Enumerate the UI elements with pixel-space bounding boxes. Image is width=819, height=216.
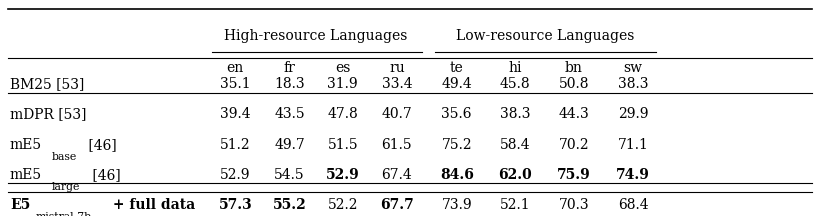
Text: [46]: [46]	[88, 168, 120, 182]
Text: mDPR [53]: mDPR [53]	[10, 108, 86, 121]
Text: hi: hi	[508, 61, 521, 75]
Text: 57.3: 57.3	[218, 198, 252, 212]
Text: 33.4: 33.4	[381, 77, 412, 91]
Text: 74.9: 74.9	[615, 168, 649, 182]
Text: 47.8: 47.8	[327, 108, 358, 121]
Text: 50.8: 50.8	[558, 77, 589, 91]
Text: 55.2: 55.2	[272, 198, 306, 212]
Text: BM25 [53]: BM25 [53]	[10, 77, 84, 91]
Text: 44.3: 44.3	[558, 108, 589, 121]
Text: 29.9: 29.9	[617, 108, 648, 121]
Text: Low-resource Languages: Low-resource Languages	[455, 29, 633, 43]
Text: 49.7: 49.7	[274, 138, 305, 152]
Text: base: base	[52, 152, 76, 162]
Text: 61.5: 61.5	[381, 138, 412, 152]
Text: 38.3: 38.3	[499, 108, 530, 121]
Text: 68.4: 68.4	[617, 198, 648, 212]
Text: 35.6: 35.6	[441, 108, 472, 121]
Text: fr: fr	[283, 61, 295, 75]
Text: 67.7: 67.7	[379, 198, 414, 212]
Text: 70.2: 70.2	[558, 138, 589, 152]
Text: 54.5: 54.5	[274, 168, 305, 182]
Text: bn: bn	[564, 61, 582, 75]
Text: 52.9: 52.9	[219, 168, 251, 182]
Text: + full data: + full data	[108, 198, 196, 212]
Text: mistral-7b: mistral-7b	[36, 212, 92, 216]
Text: 39.4: 39.4	[219, 108, 251, 121]
Text: 67.4: 67.4	[381, 168, 412, 182]
Text: 45.8: 45.8	[499, 77, 530, 91]
Text: mE5: mE5	[10, 168, 42, 182]
Text: 38.3: 38.3	[617, 77, 648, 91]
Text: 43.5: 43.5	[274, 108, 305, 121]
Text: 51.2: 51.2	[219, 138, 251, 152]
Text: 75.2: 75.2	[441, 138, 472, 152]
Text: 84.6: 84.6	[439, 168, 473, 182]
Text: 62.0: 62.0	[497, 168, 532, 182]
Text: 49.4: 49.4	[441, 77, 472, 91]
Text: 35.1: 35.1	[219, 77, 251, 91]
Text: sw: sw	[622, 61, 642, 75]
Text: 70.3: 70.3	[558, 198, 589, 212]
Text: 75.9: 75.9	[556, 168, 590, 182]
Text: 73.9: 73.9	[441, 198, 472, 212]
Text: High-resource Languages: High-resource Languages	[224, 29, 407, 43]
Text: ru: ru	[388, 61, 405, 75]
Text: mE5: mE5	[10, 138, 42, 152]
Text: 40.7: 40.7	[381, 108, 412, 121]
Text: large: large	[52, 182, 79, 192]
Text: 52.1: 52.1	[499, 198, 530, 212]
Text: 52.9: 52.9	[325, 168, 360, 182]
Text: 31.9: 31.9	[327, 77, 358, 91]
Text: E5: E5	[10, 198, 30, 212]
Text: 71.1: 71.1	[617, 138, 648, 152]
Text: 58.4: 58.4	[499, 138, 530, 152]
Text: 51.5: 51.5	[327, 138, 358, 152]
Text: es: es	[335, 61, 350, 75]
Text: [46]: [46]	[84, 138, 116, 152]
Text: 18.3: 18.3	[274, 77, 305, 91]
Text: te: te	[450, 61, 463, 75]
Text: en: en	[226, 61, 244, 75]
Text: 52.2: 52.2	[327, 198, 358, 212]
